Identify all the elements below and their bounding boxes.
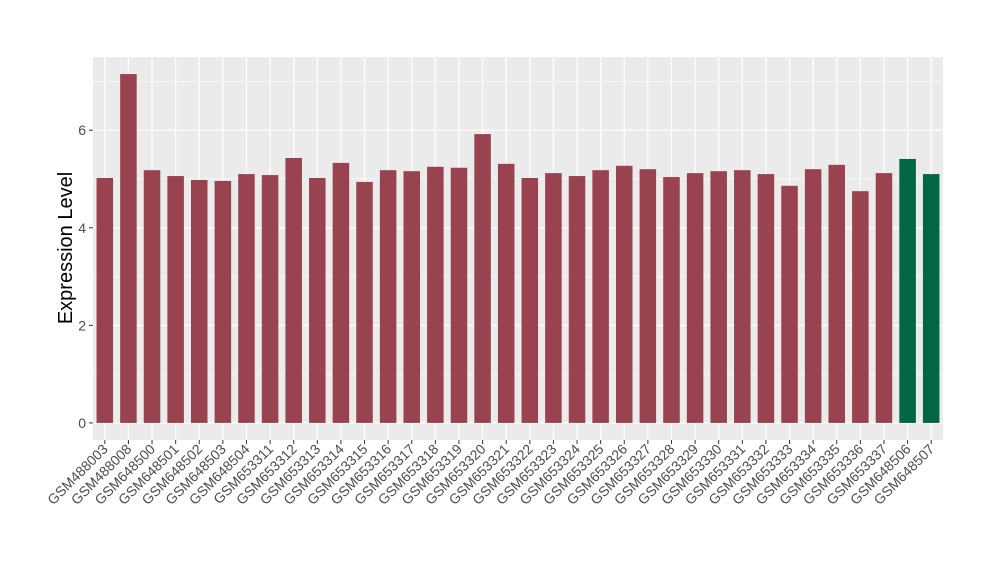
bars <box>96 74 940 423</box>
y-tick-label: 6 <box>78 122 86 138</box>
bar-GSM653318 <box>427 166 444 423</box>
bar-GSM648504 <box>238 174 255 423</box>
bar-GSM488008 <box>120 74 137 423</box>
bar-GSM653329 <box>686 173 704 423</box>
bar-GSM653314 <box>332 162 350 423</box>
bar-GSM653322 <box>521 177 539 423</box>
bar-GSM653315 <box>356 181 373 423</box>
bar-GSM653335 <box>828 164 846 423</box>
bar-GSM653336 <box>852 191 869 423</box>
y-axis-label: Expression Level <box>55 172 77 324</box>
bar-GSM653313 <box>309 177 326 423</box>
bar-GSM653328 <box>663 177 680 423</box>
bar-GSM648500 <box>143 170 161 423</box>
bar-GSM653317 <box>403 171 421 423</box>
bar-GSM648506 <box>899 158 916 423</box>
bar-GSM648503 <box>214 180 232 423</box>
bar-GSM653334 <box>804 169 822 423</box>
bar-GSM653323 <box>545 173 562 423</box>
y-tick-label: 4 <box>78 220 86 236</box>
y-axis: 0 2 4 6 <box>78 122 93 431</box>
y-tick-label: 2 <box>78 317 86 333</box>
bar-GSM653321 <box>497 163 515 423</box>
bar-GSM653333 <box>781 185 798 423</box>
bar-GSM653316 <box>379 170 397 423</box>
bar-GSM653325 <box>592 170 609 423</box>
bar-GSM653327 <box>639 169 657 423</box>
bar-GSM653330 <box>710 171 727 423</box>
bar-GSM648507 <box>922 174 940 423</box>
bar-GSM653337 <box>875 173 893 423</box>
bar-GSM653319 <box>450 167 468 423</box>
bar-GSM653320 <box>474 134 491 423</box>
bar-GSM653312 <box>285 157 302 423</box>
bar-GSM648501 <box>167 176 184 423</box>
bar-GSM653311 <box>261 175 279 423</box>
bar-GSM488003 <box>96 177 114 423</box>
bar-GSM653326 <box>615 165 633 423</box>
y-tick-label: 0 <box>78 415 86 431</box>
x-axis: GSM488003GSM488008GSM648500GSM648501GSM6… <box>44 440 937 508</box>
plot-panel <box>93 57 943 440</box>
bar-GSM648502 <box>190 179 208 423</box>
bar-GSM653324 <box>568 176 586 423</box>
bar-GSM653331 <box>734 170 751 423</box>
bar-GSM653332 <box>757 174 775 423</box>
